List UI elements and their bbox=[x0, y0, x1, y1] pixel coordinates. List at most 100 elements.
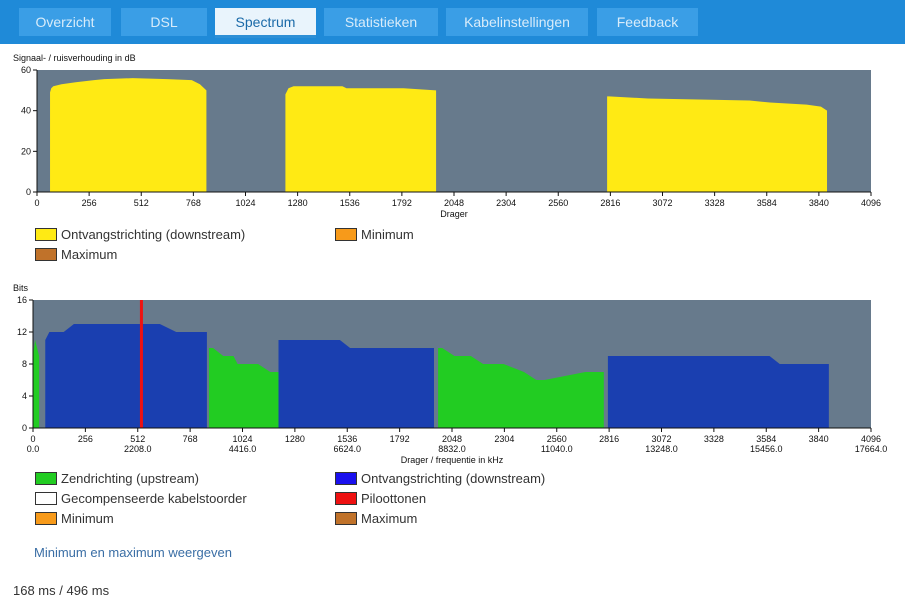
bits-y-tick-label: 8 bbox=[22, 359, 27, 369]
legend-label: Maximum bbox=[61, 247, 118, 262]
bits-x-tick-label: 2048 bbox=[442, 434, 462, 444]
snr-x-tick-label: 2560 bbox=[548, 198, 568, 208]
bits-x-khz-tick-label: 2208.0 bbox=[124, 444, 152, 454]
bits-chart: 0 4 8 12 16 0 256 512 768 1024 1280 1536 1792 2048 230… bbox=[17, 295, 888, 465]
bits-x-khz-tick-label: 8832.0 bbox=[438, 444, 466, 454]
tab-overzicht[interactable]: Overzicht bbox=[19, 8, 111, 36]
bits-series-1-segment-0 bbox=[45, 324, 207, 428]
bits-x-tick-label: 2816 bbox=[599, 434, 619, 444]
snr-x-tick-label: 2048 bbox=[444, 198, 464, 208]
legend-label: Piloottonen bbox=[361, 491, 427, 506]
tab-kabelinstellingen[interactable]: Kabelinstellingen bbox=[446, 8, 588, 36]
snr-x-tick-label: 3328 bbox=[705, 198, 725, 208]
bits-x-tick-label: 1024 bbox=[232, 434, 252, 444]
bits-y-tick-label: 4 bbox=[22, 391, 27, 401]
snr-x-axis-label: Drager bbox=[440, 209, 468, 219]
bits-x-tick-label: 512 bbox=[130, 434, 145, 444]
legend-label: Minimum bbox=[361, 227, 414, 242]
bits-y-tick-label: 0 bbox=[22, 423, 27, 433]
snr-y-tick-label: 40 bbox=[21, 106, 31, 116]
legend-swatch bbox=[35, 512, 57, 526]
snr-x-tick-label: 4096 bbox=[861, 198, 881, 208]
legend-label: Minimum bbox=[61, 511, 114, 526]
bits-chart-ylabel: Bits bbox=[13, 283, 29, 293]
legend-snr-minimum: Minimum bbox=[335, 227, 414, 243]
legend-swatch bbox=[35, 472, 57, 486]
snr-x-tick-label: 1792 bbox=[392, 198, 412, 208]
tab-spectrum[interactable]: Spectrum bbox=[215, 8, 316, 38]
bits-y-tick-label: 12 bbox=[17, 327, 27, 337]
legend-crosstalk: Gecompenseerde kabelstoorder bbox=[35, 491, 247, 507]
bits-x-khz-tick-label: 4416.0 bbox=[229, 444, 257, 454]
bits-x-tick-label: 2560 bbox=[547, 434, 567, 444]
legend-upstream: Zendrichting (upstream) bbox=[35, 471, 199, 487]
legend-label: Gecompenseerde kabelstoorder bbox=[61, 491, 247, 506]
legend-snr-maximum: Maximum bbox=[35, 247, 117, 263]
bits-x-tick-label: 0 bbox=[30, 434, 35, 444]
snr-x-tick-label: 3584 bbox=[757, 198, 777, 208]
snr-series-0-segment-1 bbox=[285, 86, 437, 192]
legend-minimum: Minimum bbox=[35, 511, 114, 527]
snr-x-tick-label: 3840 bbox=[809, 198, 829, 208]
bits-x-tick-label: 768 bbox=[183, 434, 198, 444]
timing-text: 168 ms / 496 ms bbox=[13, 583, 110, 598]
legend-swatch bbox=[335, 472, 357, 486]
snr-x-tick-label: 0 bbox=[34, 198, 39, 208]
bits-x-axis-label: Drager / frequentie in kHz bbox=[401, 455, 504, 465]
bits-x-tick-label: 3584 bbox=[756, 434, 776, 444]
bits-x-khz-tick-label: 11040.0 bbox=[541, 444, 573, 454]
legend-label: Ontvangstrichting (downstream) bbox=[61, 227, 246, 242]
legend-swatch bbox=[35, 228, 57, 242]
bits-pilot-tone-0 bbox=[139, 300, 143, 428]
tab-feedback[interactable]: Feedback bbox=[597, 8, 698, 36]
bits-x-tick-label: 1792 bbox=[390, 434, 410, 444]
bits-x-tick-label: 3072 bbox=[651, 434, 671, 444]
snr-series-0-segment-0 bbox=[50, 78, 207, 192]
tab-dsl[interactable]: DSL bbox=[121, 8, 207, 36]
snr-y-tick-label: 0 bbox=[26, 187, 31, 197]
bits-x-tick-label: 3840 bbox=[809, 434, 829, 444]
bits-series-0-segment-1 bbox=[208, 348, 279, 428]
snr-x-tick-label: 2816 bbox=[600, 198, 620, 208]
snr-x-tick-label: 1280 bbox=[288, 198, 308, 208]
show-min-max-link[interactable]: Minimum en maximum weergeven bbox=[34, 545, 232, 560]
bits-x-khz-tick-label: 15456.0 bbox=[750, 444, 783, 454]
bits-y-tick-label: 16 bbox=[17, 295, 27, 305]
legend-label: Zendrichting (upstream) bbox=[61, 471, 199, 486]
bits-x-khz-tick-label: 0.0 bbox=[27, 444, 40, 454]
legend-swatch bbox=[335, 228, 357, 242]
bits-x-tick-label: 4096 bbox=[861, 434, 881, 444]
bits-x-khz-tick-label: 6624.0 bbox=[333, 444, 361, 454]
bits-series-0-segment-2 bbox=[438, 348, 604, 428]
legend-swatch bbox=[335, 512, 357, 526]
tab-statistieken[interactable]: Statistieken bbox=[324, 8, 438, 36]
legend-label: Ontvangstrichting (downstream) bbox=[361, 471, 546, 486]
snr-x-tick-label: 1024 bbox=[235, 198, 255, 208]
legend-maximum: Maximum bbox=[335, 511, 417, 527]
snr-series-0-segment-2 bbox=[607, 96, 828, 192]
snr-chart: 0 20 40 60 0 256 512 768 1024 1280 1536 1792 2048 230… bbox=[21, 65, 881, 219]
snr-x-tick-label: 3072 bbox=[652, 198, 672, 208]
snr-y-tick-label: 60 bbox=[21, 65, 31, 75]
bits-series-1-segment-1 bbox=[278, 340, 434, 428]
legend-swatch bbox=[35, 492, 57, 506]
bits-x-tick-label: 256 bbox=[78, 434, 93, 444]
bits-x-khz-tick-label: 13248.0 bbox=[645, 444, 678, 454]
legend-downstream: Ontvangstrichting (downstream) bbox=[335, 471, 545, 487]
snr-chart-ylabel: Signaal- / ruisverhouding in dB bbox=[13, 53, 136, 63]
snr-x-tick-label: 256 bbox=[82, 198, 97, 208]
snr-x-tick-label: 512 bbox=[134, 198, 149, 208]
snr-x-tick-label: 768 bbox=[186, 198, 201, 208]
bits-x-tick-label: 1280 bbox=[285, 434, 305, 444]
bits-x-khz-tick-label: 17664.0 bbox=[855, 444, 888, 454]
bits-x-tick-label: 2304 bbox=[494, 434, 514, 444]
bits-x-tick-label: 3328 bbox=[704, 434, 724, 444]
legend-label: Maximum bbox=[361, 511, 418, 526]
snr-legend: Ontvangstrichting (downstream) Minimum M… bbox=[0, 226, 905, 266]
snr-x-tick-label: 2304 bbox=[496, 198, 516, 208]
bits-x-tick-label: 1536 bbox=[337, 434, 357, 444]
legend-swatch bbox=[35, 248, 57, 262]
snr-y-tick-label: 20 bbox=[21, 146, 31, 156]
bits-series-1-segment-2 bbox=[607, 356, 829, 428]
legend-swatch bbox=[335, 492, 357, 506]
